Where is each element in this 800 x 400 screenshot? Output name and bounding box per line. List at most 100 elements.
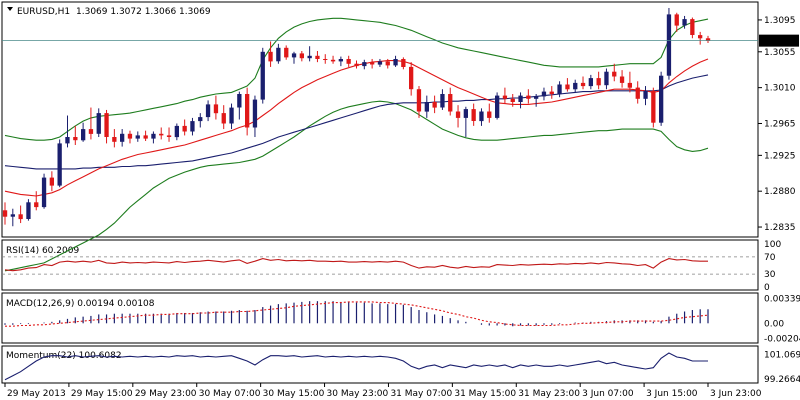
candle-body bbox=[112, 137, 117, 142]
time-tick-label: 31 May 07:00 bbox=[390, 389, 452, 399]
candle-body bbox=[635, 87, 640, 99]
rsi-pane-frame[interactable] bbox=[1, 239, 759, 291]
candle-body bbox=[518, 95, 523, 102]
macd-plot bbox=[4, 301, 709, 327]
candle-body bbox=[299, 53, 304, 59]
rsi-line bbox=[4, 258, 708, 272]
current-price-tag bbox=[759, 34, 799, 47]
candle-body bbox=[205, 104, 211, 118]
candle-body bbox=[190, 121, 195, 132]
macd-pane-frame[interactable] bbox=[1, 292, 759, 344]
candle-body bbox=[377, 61, 383, 65]
candle-body bbox=[479, 111, 484, 122]
candle-body bbox=[674, 14, 679, 26]
candle-body bbox=[362, 62, 367, 67]
price-tick-label: 1.3010 bbox=[764, 84, 796, 94]
candle-body bbox=[18, 214, 23, 220]
time-tick-label: 3 Jun 23:00 bbox=[710, 389, 762, 399]
candle-body bbox=[330, 59, 336, 62]
momentum-pane-frame[interactable] bbox=[1, 345, 759, 384]
candle-body bbox=[65, 137, 70, 144]
time-tick-label: 31 May 15:00 bbox=[454, 389, 516, 399]
axis-labels: 1.3095 1.3055 1.3010 1.2965 1.2925 1.2880 1.28… bbox=[4, 16, 800, 399]
candle-body bbox=[471, 109, 476, 121]
price-tick-label: 1.2965 bbox=[764, 119, 796, 129]
time-tick-label: 29 May 15:00 bbox=[71, 389, 133, 399]
candle-body bbox=[549, 91, 554, 94]
candle-body bbox=[666, 14, 672, 76]
time-tick-label: 29 May 23:00 bbox=[135, 389, 197, 399]
candle-body bbox=[252, 99, 258, 128]
momentum-tick-label: 99.2664 bbox=[764, 375, 800, 385]
candle-body bbox=[260, 51, 265, 100]
candle-body bbox=[643, 90, 648, 99]
candle-body bbox=[143, 135, 148, 139]
candle-body bbox=[346, 59, 351, 64]
rsi-title: RSI(14) 60.2009 bbox=[6, 246, 79, 256]
candle-body bbox=[10, 214, 15, 217]
candle-body bbox=[580, 82, 586, 87]
price-tick-label: 1.2835 bbox=[764, 223, 796, 233]
price-pane-frame[interactable] bbox=[1, 1, 759, 238]
candle-body bbox=[26, 202, 31, 219]
candle-body bbox=[34, 202, 39, 208]
candle-body bbox=[432, 102, 437, 108]
rsi-tick-label: 100 bbox=[764, 240, 781, 250]
candle-body bbox=[596, 78, 601, 86]
candle-body bbox=[534, 96, 539, 99]
candle-body bbox=[151, 133, 156, 139]
time-tick-label: 29 May 2013 bbox=[7, 389, 66, 399]
candle-body bbox=[221, 113, 226, 124]
candle-body bbox=[2, 210, 8, 217]
time-tick-label: 3 Jun 15:00 bbox=[646, 389, 698, 399]
candle-body bbox=[57, 143, 62, 186]
candle-body bbox=[174, 125, 179, 138]
candle-body bbox=[159, 133, 164, 136]
candle-body bbox=[619, 76, 625, 83]
candle-body bbox=[409, 66, 414, 90]
ohlc-label: 1.3069 1.3072 1.3066 1.3069 bbox=[76, 7, 211, 17]
rsi-plot bbox=[2, 256, 758, 275]
candle-body bbox=[682, 19, 687, 26]
candle-body bbox=[612, 71, 617, 77]
candle-body bbox=[104, 113, 109, 137]
candle-body bbox=[463, 109, 468, 118]
time-tick-label: 30 May 23:00 bbox=[327, 389, 389, 399]
macd-tick-label: -0.00204 bbox=[764, 334, 800, 344]
candle-body bbox=[557, 84, 562, 95]
candle-body bbox=[166, 135, 172, 137]
candle-body bbox=[307, 55, 312, 59]
chevron-down-icon[interactable] bbox=[7, 7, 13, 11]
macd-tick-label: 0.00339 bbox=[764, 294, 800, 304]
candle-body bbox=[323, 59, 328, 60]
price-tick-label: 1.3055 bbox=[764, 48, 796, 58]
candle-body bbox=[541, 91, 547, 97]
candle-body bbox=[88, 129, 94, 134]
candle-body bbox=[455, 111, 461, 118]
bollinger-lower-line bbox=[4, 100, 709, 272]
candle-body bbox=[213, 104, 219, 114]
time-tick-label: 30 May 15:00 bbox=[263, 389, 325, 399]
price-tick-label: 1.2880 bbox=[764, 187, 796, 197]
candle-body bbox=[338, 59, 343, 62]
macd-tick-label: 0.00 bbox=[764, 319, 784, 329]
candle-body bbox=[284, 47, 289, 58]
candle-body bbox=[573, 82, 578, 90]
candle-body bbox=[604, 71, 609, 86]
candle-body bbox=[627, 82, 632, 88]
candle-body bbox=[276, 47, 281, 62]
candle-body bbox=[385, 61, 390, 66]
rsi-tick-label: 0 bbox=[764, 283, 770, 293]
momentum-plot bbox=[4, 352, 708, 381]
candle-body bbox=[237, 94, 242, 108]
candle-body bbox=[393, 59, 398, 66]
candle-body bbox=[96, 113, 101, 134]
candle-body bbox=[526, 95, 531, 99]
time-tick-label: 3 Jun 07:00 bbox=[582, 389, 634, 399]
candle-body bbox=[315, 55, 320, 59]
time-tick-label: 30 May 07:00 bbox=[199, 389, 261, 399]
candle-body bbox=[120, 133, 125, 142]
